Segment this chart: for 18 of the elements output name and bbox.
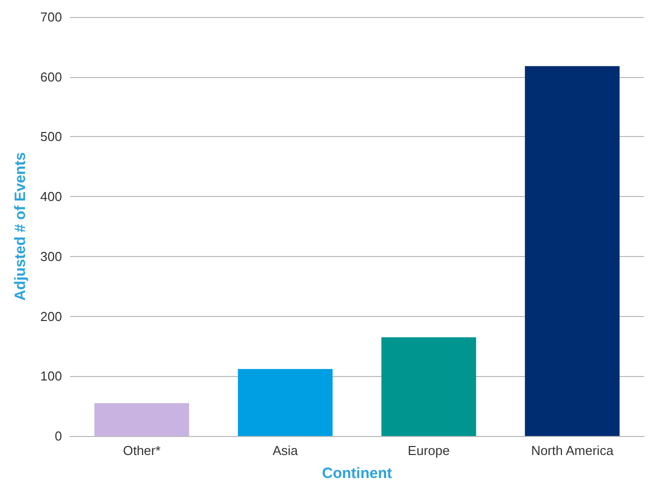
y-tick-label: 400: [40, 189, 62, 204]
y-tick-label: 100: [40, 368, 62, 384]
y-tick-label: 700: [40, 10, 62, 24]
x-tick-label: Asia: [272, 443, 299, 458]
y-tick-label: 0: [54, 428, 62, 444]
y-tick-label: 300: [40, 248, 62, 264]
y-axis-title: Adjusted # of Events: [12, 152, 29, 301]
x-tick-label: Europe: [408, 443, 450, 458]
x-tick-label: Other*: [122, 443, 161, 458]
bar: [524, 66, 620, 436]
y-tick-label: 600: [40, 69, 62, 84]
y-tick-label: 200: [40, 308, 62, 324]
y-tick-label: 500: [40, 129, 62, 144]
bar: [381, 337, 476, 436]
bar: [94, 403, 190, 436]
x-tick-label: North America: [531, 443, 614, 458]
x-axis-title: Continent: [322, 465, 392, 482]
bar: [238, 368, 333, 436]
